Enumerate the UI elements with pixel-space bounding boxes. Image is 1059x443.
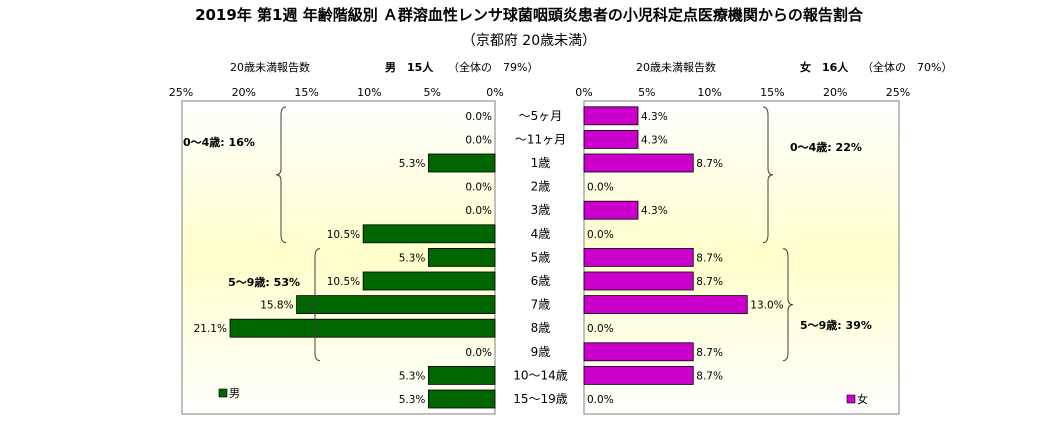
category-label: 1歳: [531, 156, 551, 170]
female-value-label: 0.0%: [587, 182, 614, 194]
male-bar: [428, 365, 496, 385]
category-label: 6歳: [531, 274, 551, 288]
male-bar: [428, 389, 496, 409]
group-brace: [762, 106, 774, 244]
male-value-label: 15.8%: [260, 300, 293, 312]
female-header-share: （全体の 70%）: [862, 60, 952, 74]
category-label: 2歳: [531, 180, 551, 194]
female-header-count: 女 16人: [800, 60, 849, 74]
category-label: 9歳: [531, 345, 551, 359]
male-bar: [362, 224, 496, 244]
category-label: ～11ヶ月: [515, 132, 566, 146]
female-value-label: 4.3%: [641, 111, 668, 123]
female-bar: [583, 342, 694, 362]
female-value-label: 0.0%: [587, 323, 614, 335]
female-value-label: 0.0%: [587, 229, 614, 241]
male-header-count: 男 15人: [385, 60, 434, 74]
x-tick-label: 5%: [423, 86, 440, 99]
group-label: 5～9歳: 53%: [228, 275, 300, 289]
chart-subtitle: （京都府 20歳未満）: [462, 33, 596, 49]
female-bar: [583, 271, 694, 291]
female-legend-label: 女: [857, 392, 868, 406]
category-label: ～5ヶ月: [519, 109, 563, 123]
female-value-label: 13.0%: [750, 300, 783, 312]
female-bar: [583, 365, 694, 385]
chart-title: 2019年 第1週 年齢階級別 Ａ群溶血性レンサ球菌咽頭炎患者の小児科定点医療機…: [195, 6, 864, 24]
female-value-label: 8.7%: [696, 370, 723, 382]
male-value-label: 21.1%: [194, 323, 227, 335]
female-value-label: 8.7%: [696, 276, 723, 288]
x-tick-label: 25%: [169, 86, 193, 99]
category-label: 4歳: [531, 227, 551, 241]
category-label: 15～19歳: [513, 392, 568, 406]
male-header-label: 20歳未満報告数: [230, 61, 310, 74]
male-value-label: 0.0%: [465, 182, 492, 194]
category-label: 3歳: [531, 203, 551, 217]
male-bar: [362, 271, 496, 291]
male-header-share: （全体の 79%）: [448, 60, 538, 74]
group-brace: [782, 248, 794, 362]
male-value-label: 10.5%: [327, 229, 360, 241]
x-tick-label: 5%: [638, 86, 655, 99]
male-legend-label: 男: [229, 387, 240, 400]
female-bar: [583, 106, 639, 126]
x-tick-label: 0%: [486, 86, 503, 99]
category-label: 10～14歳: [513, 368, 568, 382]
male-value-label: 5.3%: [399, 158, 426, 170]
male-value-label: 0.0%: [465, 134, 492, 146]
x-tick-label: 0%: [575, 86, 592, 99]
female-legend-swatch: [846, 394, 856, 404]
male-bar: [296, 295, 496, 315]
male-value-label: 5.3%: [399, 370, 426, 382]
male-bar: [428, 247, 496, 267]
group-label: 5～9歳: 39%: [800, 318, 872, 332]
category-label: 5歳: [531, 250, 551, 264]
female-bar: [583, 200, 639, 220]
female-value-label: 8.7%: [696, 252, 723, 264]
category-label: 7歳: [531, 298, 551, 312]
x-tick-label: 20%: [823, 86, 847, 99]
male-value-label: 5.3%: [399, 394, 426, 406]
female-bar: [583, 153, 694, 173]
male-legend-swatch: [218, 388, 228, 398]
x-tick-label: 25%: [886, 86, 910, 99]
male-value-label: 0.0%: [465, 205, 492, 217]
male-value-label: 5.3%: [399, 252, 426, 264]
female-value-label: 8.7%: [696, 347, 723, 359]
male-value-label: 10.5%: [327, 276, 360, 288]
female-value-label: 8.7%: [696, 158, 723, 170]
x-tick-label: 10%: [357, 86, 381, 99]
group-brace: [309, 248, 321, 362]
female-value-label: 4.3%: [641, 205, 668, 217]
category-label: 8歳: [531, 321, 551, 335]
female-bar: [583, 295, 748, 315]
female-value-label: 4.3%: [641, 134, 668, 146]
female-bar: [583, 129, 639, 149]
x-tick-label: 15%: [294, 86, 318, 99]
male-value-label: 0.0%: [465, 111, 492, 123]
male-bar: [229, 318, 496, 338]
female-header-label: 20歳未満報告数: [636, 61, 716, 74]
female-value-label: 0.0%: [587, 394, 614, 406]
male-bar: [428, 153, 496, 173]
group-label: 0～4歳: 22%: [790, 140, 862, 154]
female-bar: [583, 247, 694, 267]
x-tick-label: 15%: [760, 86, 784, 99]
x-tick-label: 10%: [697, 86, 721, 99]
group-label: 0～4歳: 16%: [183, 135, 255, 149]
group-brace: [275, 106, 287, 244]
x-tick-label: 20%: [232, 86, 256, 99]
male-value-label: 0.0%: [465, 347, 492, 359]
